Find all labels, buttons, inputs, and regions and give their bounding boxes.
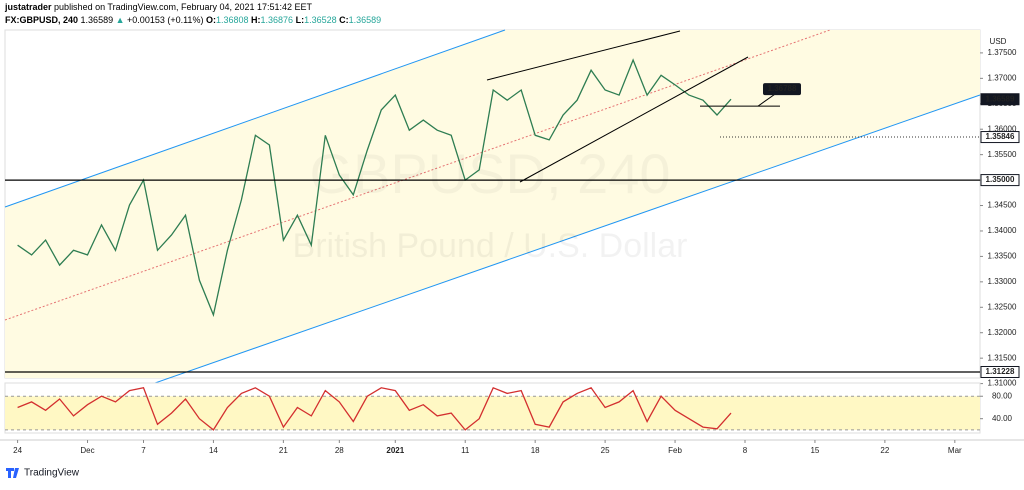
y-tick-label: 1.37500 [988,48,1017,57]
x-tick-label: 7 [141,446,146,455]
stoch-plot: 80.00 40.00 [5,386,1013,431]
price-box [980,174,1020,187]
y-tick-label: 1.34500 [988,201,1017,210]
high: 1.36876 [261,15,294,25]
price-label: 1.35846 [986,132,1015,141]
watermark-symbol: GBPUSD, 240 [309,142,670,205]
y-tick-label: 1.31500 [988,353,1017,362]
close: 1.36589 [349,15,382,25]
x-tick-label: 25 [601,446,610,455]
open: 1.36808 [216,15,249,25]
last-price: 1.36589 [81,15,114,25]
price-label: 1.36589 [986,94,1015,103]
stoch-band [5,396,980,430]
price-plot: 1.31000 1.31500 1.32000 1.32500 1.33000 1.335… [5,37,1020,388]
wedge-upper [486,30,681,81]
published: published on TradingView.com, February 0… [54,2,313,12]
y-tick-label: 40.00 [992,414,1013,423]
price-label: 1.31228 [986,367,1015,376]
y-tick-label: 80.00 [992,391,1013,400]
ohlc-line: FX:GBPUSD, 240 1.36589 ▲ +0.00153 (+0.11… [5,15,381,25]
price-box [980,93,1020,106]
series-line [17,58,732,318]
y-tick-label: 1.33000 [988,277,1017,286]
channel-mid [4,29,831,321]
annotation-box [763,83,801,96]
x-tick-label: 8 [743,446,748,455]
symbol: FX:GBPUSD, 240 [5,15,78,25]
channel-lower [154,94,981,384]
currency: USD [990,37,1007,46]
y-tick-label: 1.34000 [988,226,1017,235]
author: justatrader [4,2,52,12]
x-tick-label: Feb [668,446,682,455]
x-tick-label: 28 [335,446,344,455]
brand: TradingView [24,468,80,479]
x-tick-label: 24 [13,446,22,455]
series-line [17,386,732,431]
annotation-arrow [757,93,776,107]
x-tick-label: 2021 [386,446,404,455]
y-tick-label: 1.31000 [988,379,1017,388]
high-label: H: [251,15,261,25]
y-tick-label: 1.37000 [988,73,1017,82]
watermark-name: British Pound / U.S. Dollar [293,227,688,265]
channel-fill [5,30,980,378]
channel-upper [4,29,506,208]
change: +0.00153 (+0.11%) [127,15,203,25]
logo-icon [6,468,19,478]
y-tick-label: 1.33500 [988,252,1017,261]
y-tick-label: 1.32500 [988,302,1017,311]
x-tick-label: 21 [279,446,288,455]
x-tick-label: 14 [209,446,218,455]
x-tick-label: 15 [810,446,819,455]
y-tick-label: 1.32000 [988,328,1017,337]
x-tick-label: Dec [80,446,94,455]
low-label: L: [296,15,305,25]
price-label: 1.35000 [986,175,1015,184]
y-tick-label: 1.35500 [988,150,1017,159]
watermark: GBPUSD, 240 British Pound / U.S. Dollar [293,142,688,265]
price-box [980,131,1020,144]
x-tick-label: 18 [531,446,540,455]
open-label: O: [206,15,216,25]
x-tick-label: Mar [948,446,962,455]
low: 1.36528 [304,15,337,25]
price-box [980,365,1020,378]
header-line: justatrader published on TradingView.com… [4,2,313,12]
time-ticks: 24 Dec 7 14 21 28 2021 11 18 25 Feb 8 15 22 Mar [13,440,962,455]
change-arrow: ▲ [116,15,125,25]
close-label: C: [339,15,349,25]
annotation-label: 1.36788 [768,84,797,93]
x-tick-label: 22 [880,446,889,455]
y-tick-label: 1.36000 [988,124,1017,133]
x-tick-label: 11 [461,446,470,455]
wedge-lower [519,56,749,183]
